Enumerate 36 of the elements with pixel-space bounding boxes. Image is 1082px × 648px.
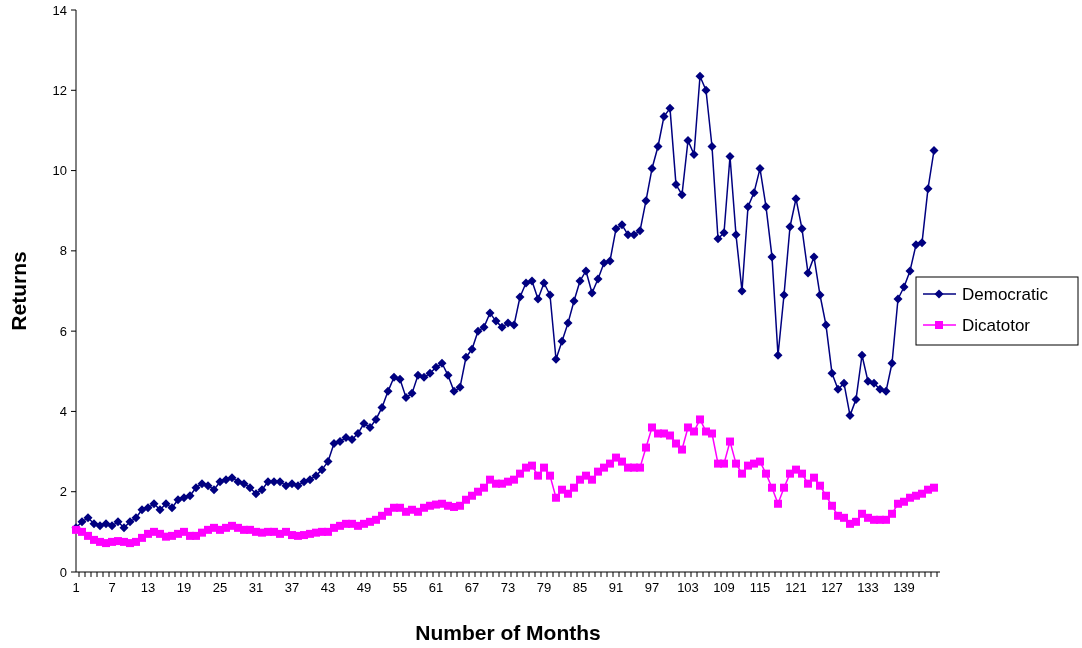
x-tick-label: 61 xyxy=(428,580,444,595)
y-tick-label: 4 xyxy=(59,403,67,419)
legend-label: Democratic xyxy=(962,284,1049,304)
x-tick-label: 49 xyxy=(356,580,372,595)
x-tick-label: 1 xyxy=(72,580,80,595)
legend-label: Dicatotor xyxy=(962,315,1031,335)
y-tick-label: 10 xyxy=(52,163,67,179)
x-tick-label: 97 xyxy=(644,580,660,595)
x-tick-label: 79 xyxy=(536,580,552,595)
x-tick-label: 31 xyxy=(248,580,264,595)
x-axis-title: Number of Months xyxy=(415,621,601,644)
y-tick-label: 2 xyxy=(59,484,67,500)
y-tick-label: 14 xyxy=(52,2,67,18)
x-tick-label: 115 xyxy=(749,580,771,595)
x-tick-label: 139 xyxy=(893,580,915,595)
y-tick-label: 6 xyxy=(59,323,67,339)
x-tick-label: 19 xyxy=(176,580,192,595)
x-tick-label: 13 xyxy=(140,580,156,595)
x-tick-label: 37 xyxy=(284,580,300,595)
y-axis-title: Returns xyxy=(7,251,30,331)
x-tick-label: 73 xyxy=(500,580,516,595)
x-tick-label: 103 xyxy=(677,580,699,595)
x-tick-label: 109 xyxy=(713,580,735,595)
x-tick-label: 85 xyxy=(572,580,588,595)
x-tick-label: 127 xyxy=(821,580,843,595)
x-tick-label: 67 xyxy=(464,580,480,595)
x-tick-label: 91 xyxy=(608,580,624,595)
x-tick-label: 55 xyxy=(392,580,408,595)
y-tick-label: 0 xyxy=(59,564,67,580)
y-tick-label: 12 xyxy=(52,82,67,98)
x-tick-label: 133 xyxy=(857,580,879,595)
x-tick-label: 121 xyxy=(785,580,807,595)
x-tick-label: 7 xyxy=(108,580,116,595)
x-tick-label: 43 xyxy=(320,580,336,595)
x-tick-label: 25 xyxy=(212,580,228,595)
y-tick-label: 8 xyxy=(59,243,67,259)
